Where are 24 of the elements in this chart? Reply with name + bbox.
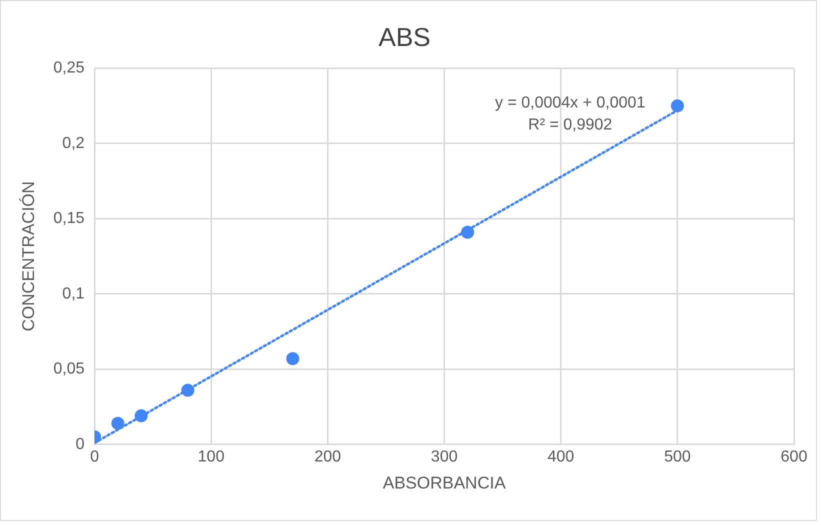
y-tick-label: 0,2 bbox=[62, 134, 85, 152]
point bbox=[286, 352, 300, 366]
annotation: R² = 0,9902 bbox=[528, 116, 612, 134]
point bbox=[181, 384, 194, 397]
y-tick-label: 0,25 bbox=[53, 60, 85, 77]
point bbox=[670, 99, 684, 112]
y-tick-label: 0,15 bbox=[53, 210, 85, 228]
y-axis-title: CONCENTRACIÓN bbox=[18, 181, 38, 332]
x-tick-label: 100 bbox=[198, 448, 225, 466]
point bbox=[134, 409, 148, 422]
chart-title: ABS bbox=[378, 22, 431, 52]
x-tick-label: 0 bbox=[90, 448, 100, 466]
y-tick-label: 0,05 bbox=[53, 360, 85, 378]
point bbox=[461, 226, 474, 239]
x-axis-title: ABSORBANCIA bbox=[382, 473, 506, 492]
annotation: y = 0,0004x + 0,0001 bbox=[495, 94, 646, 112]
x-tick-label: 400 bbox=[547, 448, 574, 466]
y-tick-label: 0,1 bbox=[62, 285, 85, 302]
x-tick-label: 300 bbox=[430, 448, 458, 466]
y-tick-label: 0 bbox=[76, 436, 85, 453]
x-tick-label: 600 bbox=[780, 448, 808, 466]
x-tick-label: 200 bbox=[314, 448, 342, 466]
x-tick-label: 500 bbox=[664, 448, 691, 466]
point bbox=[111, 416, 124, 430]
